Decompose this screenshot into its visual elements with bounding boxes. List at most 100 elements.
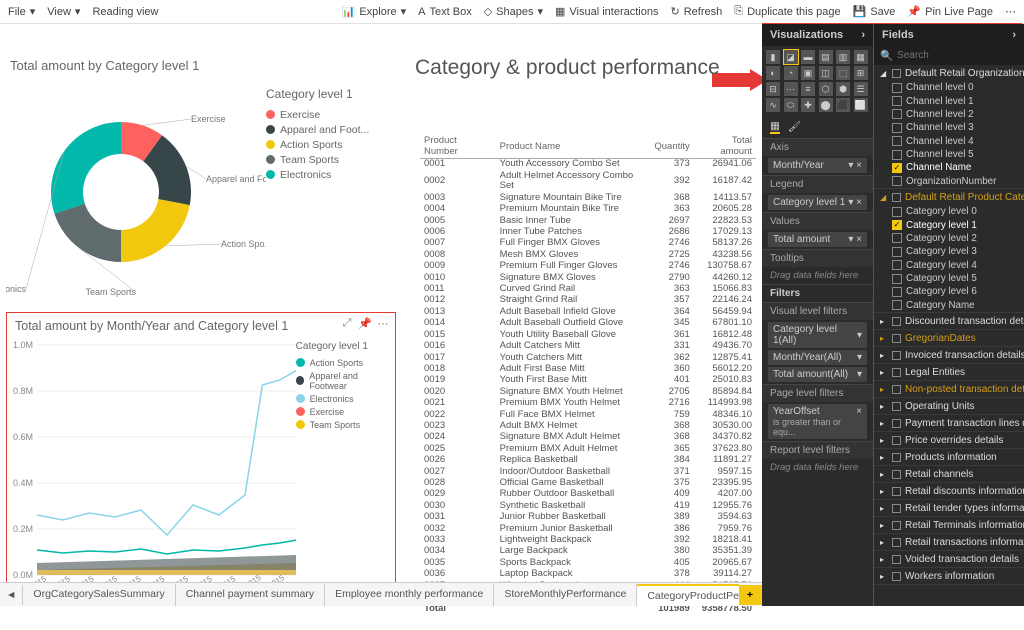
legend-item[interactable]: Electronics bbox=[296, 392, 395, 405]
table-row[interactable]: 0019Youth First Base Mitt40125010.83 bbox=[420, 375, 756, 386]
field-item[interactable]: Channel level 3 bbox=[874, 121, 1024, 134]
donut-chart-card[interactable]: Total amount by Category level 1 Exercis… bbox=[6, 54, 396, 304]
viz-type-icon[interactable]: ☰ bbox=[854, 82, 868, 96]
table-row[interactable]: 0021Premium BMX Youth Helmet2716114993.9… bbox=[420, 398, 756, 409]
field-table-header[interactable]: ▸Non-posted transaction details bbox=[874, 381, 1024, 397]
table-row[interactable]: 0018Adult First Base Mitt36056012.20 bbox=[420, 364, 756, 375]
viz-pane-header[interactable]: Visualizations› bbox=[762, 24, 873, 46]
viz-type-icon[interactable]: ≡ bbox=[801, 82, 815, 96]
format-tab-icon[interactable]: 🖌 bbox=[788, 120, 801, 134]
search-input[interactable] bbox=[897, 50, 1024, 61]
viz-type-icon[interactable]: ⊟ bbox=[766, 82, 780, 96]
legend-item[interactable]: Team Sports bbox=[266, 152, 369, 167]
field-table-header[interactable]: ▸Discounted transaction details bbox=[874, 313, 1024, 329]
line-chart-card[interactable]: ⤢ 📌 ⋯ Total amount by Month/Year and Cat… bbox=[6, 312, 396, 606]
pin-button[interactable]: 📌 Pin Live Page bbox=[907, 5, 993, 18]
table-row[interactable]: 0032Premium Junior Basketball3867959.76 bbox=[420, 523, 756, 534]
page-filter-chip[interactable]: YearOffset× is greater than or equ... bbox=[768, 404, 867, 439]
field-table-header[interactable]: ▸GregorianDates bbox=[874, 330, 1024, 346]
table-row[interactable]: 0028Official Game Basketball37523395.95 bbox=[420, 478, 756, 489]
focus-icon[interactable]: ⤢ bbox=[341, 317, 353, 329]
visual-filter-1[interactable]: Category level 1(All)▾ bbox=[768, 322, 867, 348]
field-table-header[interactable]: ▸Operating Units bbox=[874, 398, 1024, 414]
viz-type-icon[interactable]: ⬢ bbox=[836, 82, 850, 96]
table-row[interactable]: 0036Laptop Backpack37839114.27 bbox=[420, 569, 756, 580]
viz-type-icon[interactable]: ⬤ bbox=[819, 98, 833, 112]
viz-type-icon[interactable]: ⬜ bbox=[854, 98, 868, 112]
field-table-header[interactable]: ▸Price overrides details bbox=[874, 432, 1024, 448]
viz-type-icon[interactable]: ∿ bbox=[766, 98, 780, 112]
table-row[interactable]: 0023Adult BMX Helmet36830530.00 bbox=[420, 421, 756, 432]
product-table[interactable]: Product NumberProduct NameQuantityTotal … bbox=[420, 134, 756, 615]
report-canvas[interactable]: Total amount by Category level 1 Exercis… bbox=[0, 24, 762, 606]
viz-type-icon[interactable]: ▮ bbox=[766, 50, 780, 64]
field-item[interactable]: OrganizationNumber bbox=[874, 175, 1024, 188]
field-table-header[interactable]: ▸Retail Terminals information bbox=[874, 517, 1024, 533]
visual-filter-2[interactable]: Month/Year(All)▾ bbox=[768, 350, 867, 365]
table-row[interactable]: 0011Curved Grind Rail36315066.83 bbox=[420, 284, 756, 295]
tooltips-placeholder[interactable]: Drag data fields here bbox=[762, 267, 873, 284]
field-item[interactable]: Channel level 5 bbox=[874, 148, 1024, 161]
field-item[interactable]: Channel level 1 bbox=[874, 94, 1024, 107]
field-table-header[interactable]: ▸Payment transaction lines deta... bbox=[874, 415, 1024, 431]
tab-scroll-left[interactable]: ◄ bbox=[0, 585, 23, 605]
table-row[interactable]: 0020Signature BMX Youth Helmet270585894.… bbox=[420, 386, 756, 397]
table-row[interactable]: 0022Full Face BMX Helmet75948346.10 bbox=[420, 409, 756, 420]
table-row[interactable]: 0014Adult Baseball Outfield Glove3456780… bbox=[420, 318, 756, 329]
legend-item[interactable]: Apparel and Footwear bbox=[296, 369, 395, 392]
field-table-header[interactable]: ▸Voided transaction details bbox=[874, 551, 1024, 567]
add-page-tab[interactable]: + bbox=[739, 585, 762, 605]
table-row[interactable]: 0027Indoor/Outdoor Basketball3719597.15 bbox=[420, 466, 756, 477]
field-item[interactable]: Category Name bbox=[874, 299, 1024, 312]
table-row[interactable]: 0004Premium Mountain Bike Tire36320605.2… bbox=[420, 204, 756, 215]
view-menu[interactable]: View ▾ bbox=[47, 5, 80, 18]
legend-item[interactable]: Exercise bbox=[296, 405, 395, 418]
field-item[interactable]: Category level 4 bbox=[874, 259, 1024, 272]
page-tab[interactable]: OrgCategorySalesSummary bbox=[23, 584, 175, 606]
refresh-button[interactable]: ↻ Refresh bbox=[671, 5, 723, 18]
table-row[interactable]: 0002Adult Helmet Accessory Combo Set3921… bbox=[420, 170, 756, 192]
viz-type-icon[interactable]: ▬ bbox=[801, 50, 815, 64]
table-row[interactable]: 0033Lightweight Backpack39218218.41 bbox=[420, 535, 756, 546]
table-row[interactable]: 0012Straight Grind Rail35722146.24 bbox=[420, 295, 756, 306]
field-item[interactable]: Channel level 0 bbox=[874, 81, 1024, 94]
viz-type-icon[interactable]: ⬛ bbox=[836, 98, 850, 112]
field-table-header[interactable]: ▸Legal Entities bbox=[874, 364, 1024, 380]
viz-type-icon[interactable]: ⬭ bbox=[784, 98, 798, 112]
visual-filter-3[interactable]: Total amount(All)▾ bbox=[768, 367, 867, 382]
field-table-header[interactable]: ▸Products information bbox=[874, 449, 1024, 465]
save-button[interactable]: 💾 Save bbox=[853, 5, 896, 18]
table-row[interactable]: 0034Large Backpack38035351.39 bbox=[420, 546, 756, 557]
table-row[interactable]: 0031Junior Rubber Basketball3893594.63 bbox=[420, 512, 756, 523]
textbox-button[interactable]: A Text Box bbox=[418, 6, 472, 18]
field-item[interactable]: Category level 2 bbox=[874, 232, 1024, 245]
table-row[interactable]: 0030Synthetic Basketball41912955.76 bbox=[420, 500, 756, 511]
fields-tab-icon[interactable]: ▦ bbox=[770, 120, 780, 134]
viz-type-icon[interactable]: ⊞ bbox=[854, 66, 868, 80]
field-item[interactable]: Category level 0 bbox=[874, 205, 1024, 218]
viz-type-icon[interactable]: ▦ bbox=[854, 50, 868, 64]
legend-item[interactable]: Action Sports bbox=[266, 137, 369, 152]
page-tab[interactable]: Channel payment summary bbox=[176, 584, 325, 606]
table-row[interactable]: 0025Premium BMX Adult Helmet36537623.80 bbox=[420, 443, 756, 454]
viz-type-icon[interactable]: ▤ bbox=[819, 50, 833, 64]
viz-type-icon[interactable]: ✚ bbox=[801, 98, 815, 112]
viz-type-icon[interactable]: ▣ bbox=[801, 66, 815, 80]
file-menu[interactable]: File ▾ bbox=[8, 5, 35, 18]
viz-type-icon[interactable]: ◫ bbox=[819, 66, 833, 80]
table-row[interactable]: 0016Adult Catchers Mitt33149436.70 bbox=[420, 341, 756, 352]
field-item[interactable]: Channel level 2 bbox=[874, 108, 1024, 121]
table-row[interactable]: 0008Mesh BMX Gloves272543238.56 bbox=[420, 249, 756, 260]
field-item[interactable]: Category level 5 bbox=[874, 272, 1024, 285]
field-table-header[interactable]: ▸Retail tender types information bbox=[874, 500, 1024, 516]
table-row[interactable]: 0009Premium Full Finger Gloves2746130758… bbox=[420, 261, 756, 272]
table-row[interactable]: 0026Replica Basketball38411891.27 bbox=[420, 455, 756, 466]
field-item[interactable]: Channel Name bbox=[874, 161, 1024, 174]
legend-item[interactable]: Electronics bbox=[266, 167, 369, 182]
column-header[interactable]: Total amount bbox=[694, 134, 756, 159]
column-header[interactable]: Quantity bbox=[650, 134, 693, 159]
legend-item[interactable]: Exercise bbox=[266, 107, 369, 122]
values-field-chip[interactable]: Total amount▾ × bbox=[768, 232, 867, 247]
table-row[interactable]: 0029Rubber Outdoor Basketball4094207.00 bbox=[420, 489, 756, 500]
more-menu[interactable]: ⋯ bbox=[1005, 5, 1016, 18]
